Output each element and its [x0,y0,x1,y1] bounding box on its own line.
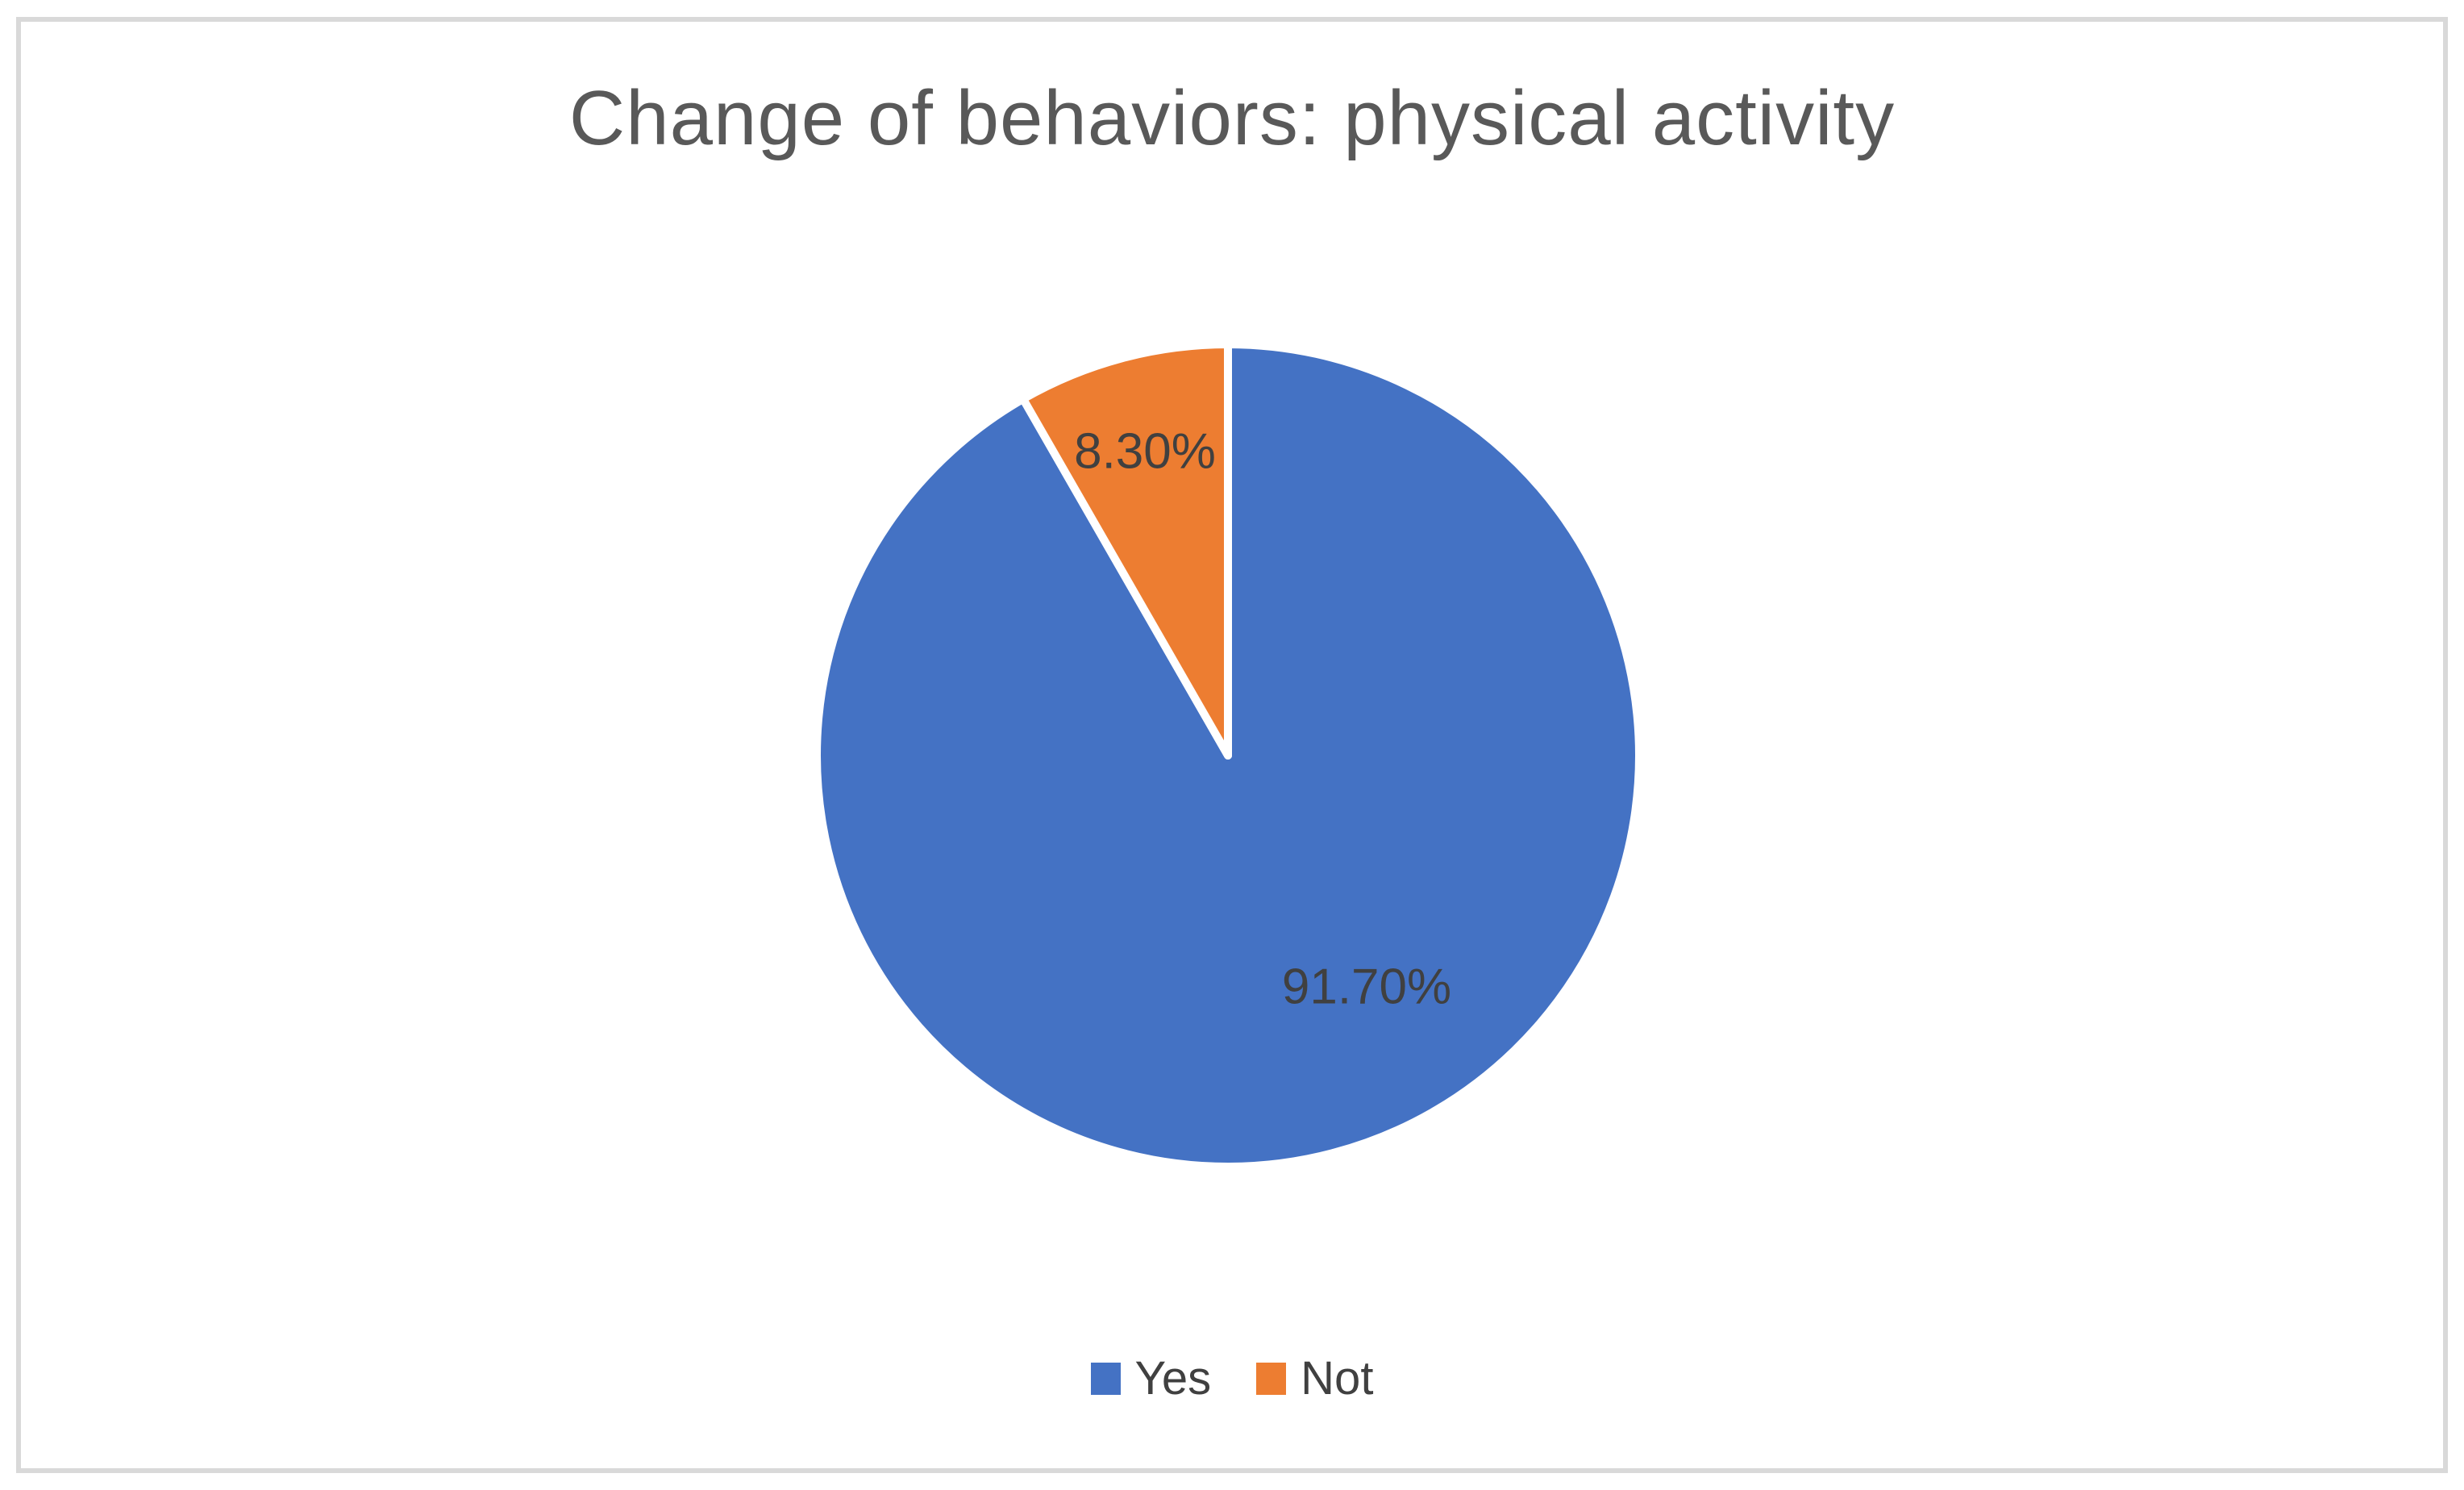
legend-label-not: Not [1301,1352,1374,1405]
legend-item-not: Not [1256,1351,1373,1405]
legend-swatch-yes [1090,1362,1121,1395]
data-label-yes: 91.70% [1281,959,1452,1015]
data-label-not: 8.30% [1074,423,1216,480]
legend-swatch-not [1256,1362,1287,1395]
chart-title: Change of behaviors: physical activity [568,75,1896,161]
legend-item-yes: Yes [1090,1351,1212,1405]
pie-slice-not [1018,340,1232,760]
legend: Yes Not [0,1351,2464,1405]
legend-label-yes: Yes [1134,1352,1212,1405]
